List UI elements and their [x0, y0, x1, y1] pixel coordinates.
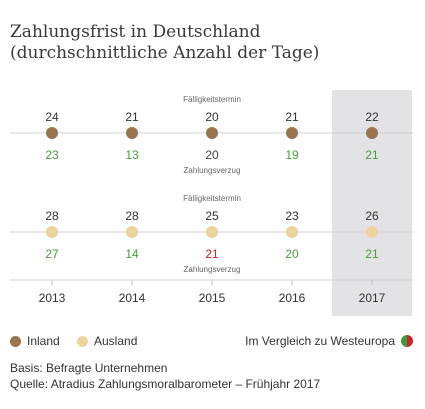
- title-line-2: (durchschnittliche Anzahl der Tage): [10, 43, 320, 63]
- ausland-bottom-caption: Zahlungsverzug: [184, 265, 241, 274]
- legend-comparison: Im Vergleich zu Westeuropa: [245, 334, 413, 348]
- ausland-faelligkeit-2017: 26: [365, 209, 379, 223]
- ausland-verzug-2014: 14: [125, 247, 139, 261]
- inland-swatch: [10, 335, 21, 347]
- ausland-point-2013: [46, 226, 58, 238]
- footnote-basis: Basis: Befragte Unternehmen: [10, 361, 168, 375]
- inland-faelligkeit-2015: 20: [205, 110, 219, 124]
- ausland-faelligkeit-2014: 28: [125, 209, 139, 223]
- ausland-verzug-2013: 27: [45, 247, 59, 261]
- inland-point-2017: [366, 127, 378, 139]
- ausland-faelligkeit-2015: 25: [205, 209, 219, 223]
- ausland-point-2016: [286, 226, 298, 238]
- inland-bottom-caption: Zahlungsverzug: [184, 166, 241, 175]
- inland-verzug-2015: 20: [205, 148, 219, 162]
- legend-inland-label: Inland: [27, 334, 60, 348]
- footnote-source: Quelle: Atradius Zahlungsmoralbarometer …: [10, 377, 321, 391]
- legend-inland: Inland: [10, 334, 60, 348]
- inland-point-2013: [46, 127, 58, 139]
- ausland-top-caption: Fälligkeitstermin: [183, 194, 241, 203]
- ausland-swatch: [77, 335, 88, 347]
- ausland-faelligkeit-2013: 28: [45, 209, 59, 223]
- inland-verzug-2013: 23: [45, 148, 59, 162]
- legend-ausland-label: Ausland: [94, 334, 138, 348]
- x-tick-label-2013: 2013: [39, 291, 66, 305]
- x-tick-label-2014: 2014: [119, 291, 146, 305]
- inland-faelligkeit-2016: 21: [285, 110, 299, 124]
- inland-verzug-2016: 19: [285, 148, 299, 162]
- inland-point-2016: [286, 127, 298, 139]
- comparison-indicator-icon: [401, 335, 413, 347]
- ausland-verzug-2017: 21: [365, 247, 379, 261]
- legend-comparison-label: Im Vergleich zu Westeuropa: [245, 334, 395, 348]
- x-tick-label-2017: 2017: [359, 291, 386, 305]
- inland-faelligkeit-2013: 24: [45, 110, 59, 124]
- ausland-point-2014: [126, 226, 138, 238]
- inland-verzug-2017: 21: [365, 148, 379, 162]
- x-tick-label-2016: 2016: [279, 291, 306, 305]
- inland-top-caption: Fälligkeitstermin: [183, 95, 241, 104]
- ausland-point-2017: [366, 226, 378, 238]
- inland-point-2015: [206, 127, 218, 139]
- ausland-verzug-2015: 21: [205, 247, 219, 261]
- inland-faelligkeit-2017: 22: [365, 110, 379, 124]
- x-tick-label-2015: 2015: [199, 291, 226, 305]
- ausland-point-2015: [206, 226, 218, 238]
- inland-verzug-2014: 13: [125, 148, 139, 162]
- inland-point-2014: [126, 127, 138, 139]
- inland-faelligkeit-2014: 21: [125, 110, 139, 124]
- legend-ausland: Ausland: [77, 334, 137, 348]
- chart-title: Zahlungsfrist in Deutschland (durchschni…: [10, 22, 319, 64]
- title-line-1: Zahlungsfrist in Deutschland: [10, 22, 261, 42]
- ausland-faelligkeit-2016: 23: [285, 209, 299, 223]
- ausland-verzug-2016: 20: [285, 247, 299, 261]
